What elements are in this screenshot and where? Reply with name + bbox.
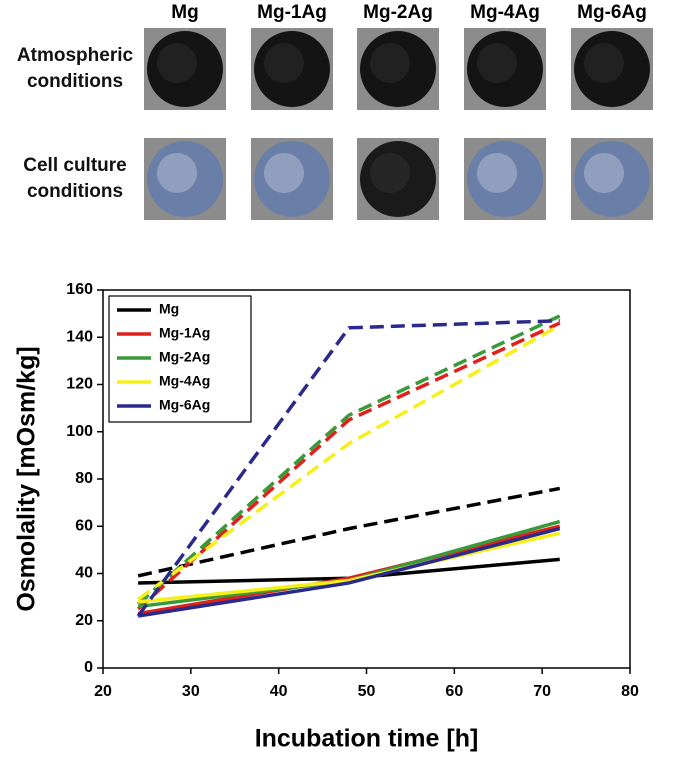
column-label: Mg-2Ag: [363, 2, 433, 23]
legend-label: Mg-4Ag: [159, 373, 210, 389]
y-tick-label: 100: [66, 423, 93, 440]
sample-texture: [584, 153, 624, 193]
line: [137, 524, 561, 616]
sample-texture: [264, 43, 304, 83]
column-label: Mg-4Ag: [470, 2, 540, 23]
y-tick-label: 120: [66, 376, 93, 393]
sample-texture: [157, 153, 197, 193]
sample-texture: [477, 43, 517, 83]
dashed-line: [136, 314, 561, 606]
sample-texture: [370, 43, 410, 83]
y-axis-label: Osmolality [mOsm/kg]: [13, 346, 41, 611]
dashed-line: [137, 486, 561, 578]
column-label: Mg: [171, 2, 198, 23]
x-tick-label: 60: [445, 683, 463, 700]
y-tick-label: 60: [75, 517, 93, 534]
sample-texture: [157, 43, 197, 83]
y-tick-label: 40: [75, 565, 93, 582]
sample-texture: [584, 43, 624, 83]
x-tick-label: 50: [358, 683, 376, 700]
column-label: Mg-6Ag: [577, 2, 647, 23]
x-axis-label: Incubation time [h]: [255, 725, 479, 753]
x-tick-label: 40: [270, 683, 288, 700]
y-tick-label: 160: [66, 281, 93, 298]
legend-label: Mg-6Ag: [159, 397, 210, 413]
x-tick-label: 20: [94, 683, 112, 700]
sample-texture: [264, 153, 304, 193]
dashed-line: [137, 323, 561, 601]
column-label: Mg-1Ag: [257, 2, 327, 23]
x-tick-label: 30: [182, 683, 200, 700]
sample-texture: [370, 153, 410, 193]
line: [137, 526, 561, 618]
sample-texture: [477, 153, 517, 193]
dashed-line: [136, 318, 560, 618]
row-label: Atmospheric conditions: [16, 45, 134, 92]
y-tick-label: 20: [75, 612, 93, 629]
legend-label: Mg-1Ag: [159, 325, 210, 341]
y-tick-label: 140: [66, 328, 93, 345]
x-tick-label: 70: [533, 683, 551, 700]
x-tick-label: 80: [621, 683, 639, 700]
y-tick-label: 0: [84, 659, 93, 676]
legend-label: Mg: [159, 301, 179, 317]
row-label: Cell culture conditions: [23, 155, 127, 202]
legend-label: Mg-2Ag: [159, 349, 210, 365]
y-tick-label: 80: [75, 470, 93, 487]
line: [137, 531, 561, 604]
